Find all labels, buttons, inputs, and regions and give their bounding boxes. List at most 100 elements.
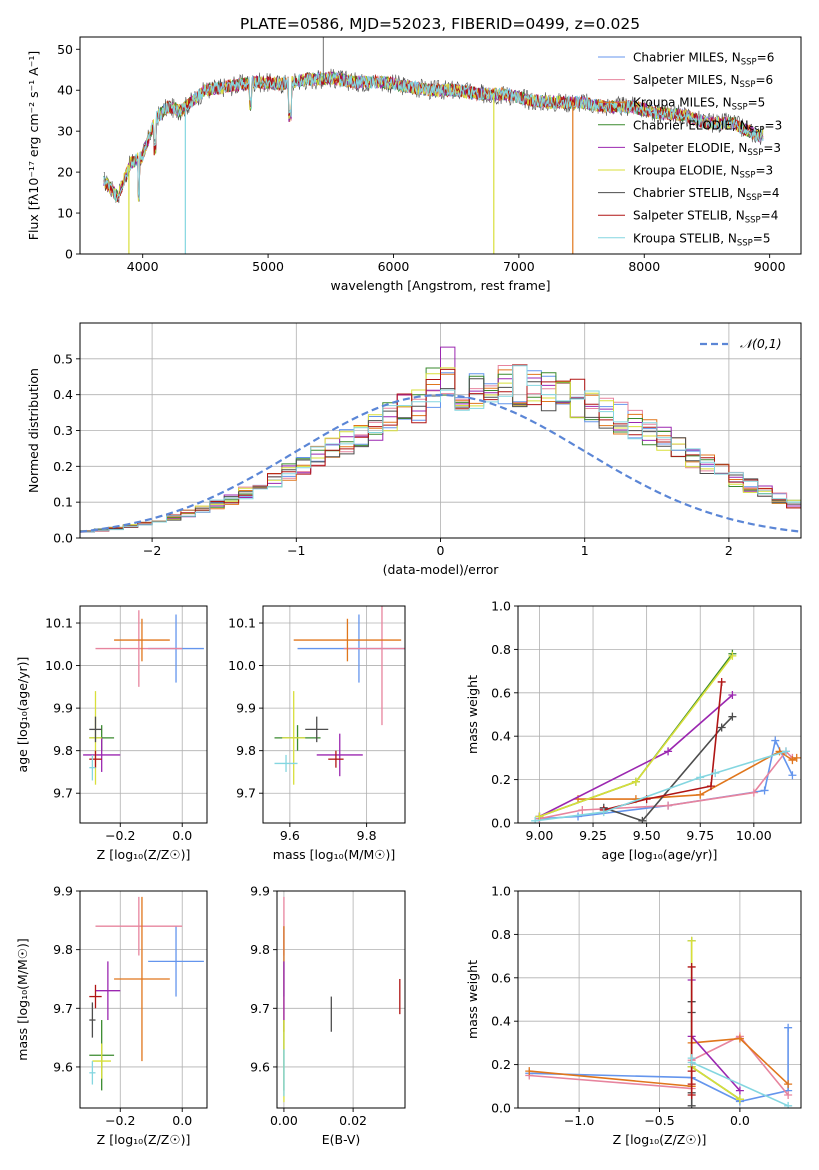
weight-marker bbox=[687, 1090, 696, 1099]
y-tick-label: 0.0 bbox=[53, 531, 73, 546]
legend-label-tail: =3 bbox=[763, 141, 781, 155]
legend-label-sub: SSP bbox=[740, 80, 756, 90]
weight-marker bbox=[535, 812, 544, 821]
y-tick-label: 1.0 bbox=[491, 884, 511, 899]
weight-marker bbox=[784, 1023, 793, 1032]
axes-frame bbox=[517, 605, 802, 824]
y-tick-label: 0.4 bbox=[491, 1014, 511, 1029]
weight-marker bbox=[687, 962, 696, 971]
legend-label: Chabrier MILES, NSSP=6 bbox=[633, 51, 774, 68]
axes-frame bbox=[276, 890, 406, 1109]
weight-marker bbox=[687, 936, 696, 945]
y-tick-label: 40 bbox=[57, 83, 73, 98]
legend-label: Chabrier STELIB, NSSP=4 bbox=[633, 186, 780, 203]
x-tick-label: 0.0 bbox=[730, 1113, 750, 1128]
weight-marker bbox=[578, 805, 587, 814]
y-axis-label: mass weight bbox=[465, 960, 480, 1039]
y-tick-label: 0.0 bbox=[491, 1101, 511, 1116]
legend-label: Salpeter MILES, NSSP=6 bbox=[633, 73, 773, 90]
legend-label-text: Salpeter ELODIE, N bbox=[633, 141, 747, 155]
weight-marker bbox=[599, 808, 608, 817]
legend-label: Chabrier ELODIE, NSSP=3 bbox=[633, 118, 782, 135]
weight-marker bbox=[784, 1090, 793, 1099]
axes-frame bbox=[262, 605, 406, 824]
x-axis-label: wavelength [Angstrom, rest frame] bbox=[330, 278, 550, 293]
x-tick-label: 9.25 bbox=[579, 828, 607, 843]
y-tick-label: 9.8 bbox=[250, 942, 270, 957]
legend-label-text: Chabrier MILES, N bbox=[633, 51, 741, 65]
weight-marker bbox=[711, 769, 720, 778]
plot-area bbox=[103, 37, 764, 254]
y-tick-label: 50 bbox=[57, 42, 73, 57]
y-tick-label: 0.2 bbox=[53, 459, 73, 474]
x-tick-label: 5000 bbox=[252, 259, 284, 274]
legend-label-text: Chabrier ELODIE, N bbox=[633, 118, 749, 132]
legend-label-text: Kroupa MILES, N bbox=[633, 96, 732, 110]
histogram-kroupa_miles bbox=[80, 369, 801, 532]
x-axis-label: E(B-V) bbox=[322, 1132, 361, 1147]
weight-marker bbox=[717, 677, 726, 686]
weight-line bbox=[535, 750, 787, 822]
legend-label: Kroupa STELIB, NSSP=5 bbox=[633, 231, 771, 248]
weight-line bbox=[690, 940, 741, 1100]
y-tick-label: 9.7 bbox=[53, 786, 73, 801]
legend-label-sub: SSP bbox=[745, 216, 761, 226]
legend-label: Salpeter ELODIE, NSSP=3 bbox=[633, 141, 781, 158]
y-tick-label: 0.8 bbox=[491, 927, 511, 942]
y-tick-label: 9.7 bbox=[53, 1001, 73, 1016]
y-tick-label: 0.3 bbox=[53, 423, 73, 438]
legend: 𝒩(0,1) bbox=[700, 336, 782, 351]
y-tick-label: 0.8 bbox=[491, 642, 511, 657]
plot-area bbox=[274, 606, 405, 785]
axes-frame bbox=[79, 36, 802, 255]
weight-line bbox=[539, 653, 734, 818]
weight-marker bbox=[631, 777, 640, 786]
weight-marker bbox=[792, 753, 801, 762]
legend-label: Kroupa ELODIE, NSSP=3 bbox=[633, 164, 773, 181]
spectrum-line-kroupa_stelib bbox=[103, 71, 764, 203]
legend-label: Salpeter STELIB, NSSP=4 bbox=[633, 209, 778, 226]
x-tick-label: −1 bbox=[287, 543, 305, 558]
weight-marker bbox=[781, 747, 790, 756]
weight-marker bbox=[706, 782, 715, 791]
weight-marker bbox=[717, 723, 726, 732]
weight-line bbox=[539, 750, 793, 820]
weight-marker bbox=[525, 1067, 534, 1076]
y-tick-label: 0.5 bbox=[53, 351, 73, 366]
x-tick-label: 7000 bbox=[503, 259, 535, 274]
y-tick-label: 9.7 bbox=[250, 1001, 270, 1016]
weight-marker bbox=[687, 1058, 696, 1067]
y-axis-label: age [log₁₀(age/yr)] bbox=[15, 657, 30, 773]
y-tick-label: 0.4 bbox=[53, 387, 73, 402]
legend-label-sub: SSP bbox=[737, 238, 753, 248]
x-tick-label: 0 bbox=[437, 543, 445, 558]
y-tick-label: 0.2 bbox=[491, 772, 511, 787]
weight-marker bbox=[771, 736, 780, 745]
y-tick-label: 10.1 bbox=[45, 616, 73, 631]
x-tick-label: −2 bbox=[143, 543, 161, 558]
y-tick-label: 0 bbox=[65, 247, 73, 262]
histogram-chabrier_elodie bbox=[80, 367, 801, 532]
legend-label-text: Chabrier STELIB, N bbox=[633, 186, 746, 200]
weight-marker bbox=[728, 690, 737, 699]
y-tick-label: 10.1 bbox=[228, 616, 256, 631]
x-axis-label: Z [log₁₀(Z/Z☉)] bbox=[97, 847, 191, 862]
x-tick-label: 0.0 bbox=[172, 828, 192, 843]
x-tick-label: −0.2 bbox=[105, 1113, 135, 1128]
y-tick-label: 30 bbox=[57, 124, 73, 139]
weight-marker bbox=[687, 1080, 696, 1089]
legend-label-tail: =3 bbox=[765, 118, 783, 132]
y-axis-label: Flux [fλ10⁻¹⁷ erg cm⁻² s⁻¹ A⁻¹] bbox=[26, 51, 41, 240]
legend-label-sub: SSP bbox=[732, 103, 748, 113]
legend-label: 𝒩(0,1) bbox=[740, 336, 782, 351]
weight-marker bbox=[696, 790, 705, 799]
x-tick-label: 4000 bbox=[127, 259, 159, 274]
x-tick-label: 0.00 bbox=[270, 1113, 298, 1128]
weight-line bbox=[603, 716, 733, 822]
weight-marker bbox=[664, 747, 673, 756]
x-tick-label: −0.5 bbox=[644, 1113, 674, 1128]
x-tick-label: 10.00 bbox=[736, 828, 772, 843]
y-tick-label: 0.1 bbox=[53, 495, 73, 510]
plot-area bbox=[525, 936, 793, 1108]
x-tick-label: 9000 bbox=[754, 259, 786, 274]
